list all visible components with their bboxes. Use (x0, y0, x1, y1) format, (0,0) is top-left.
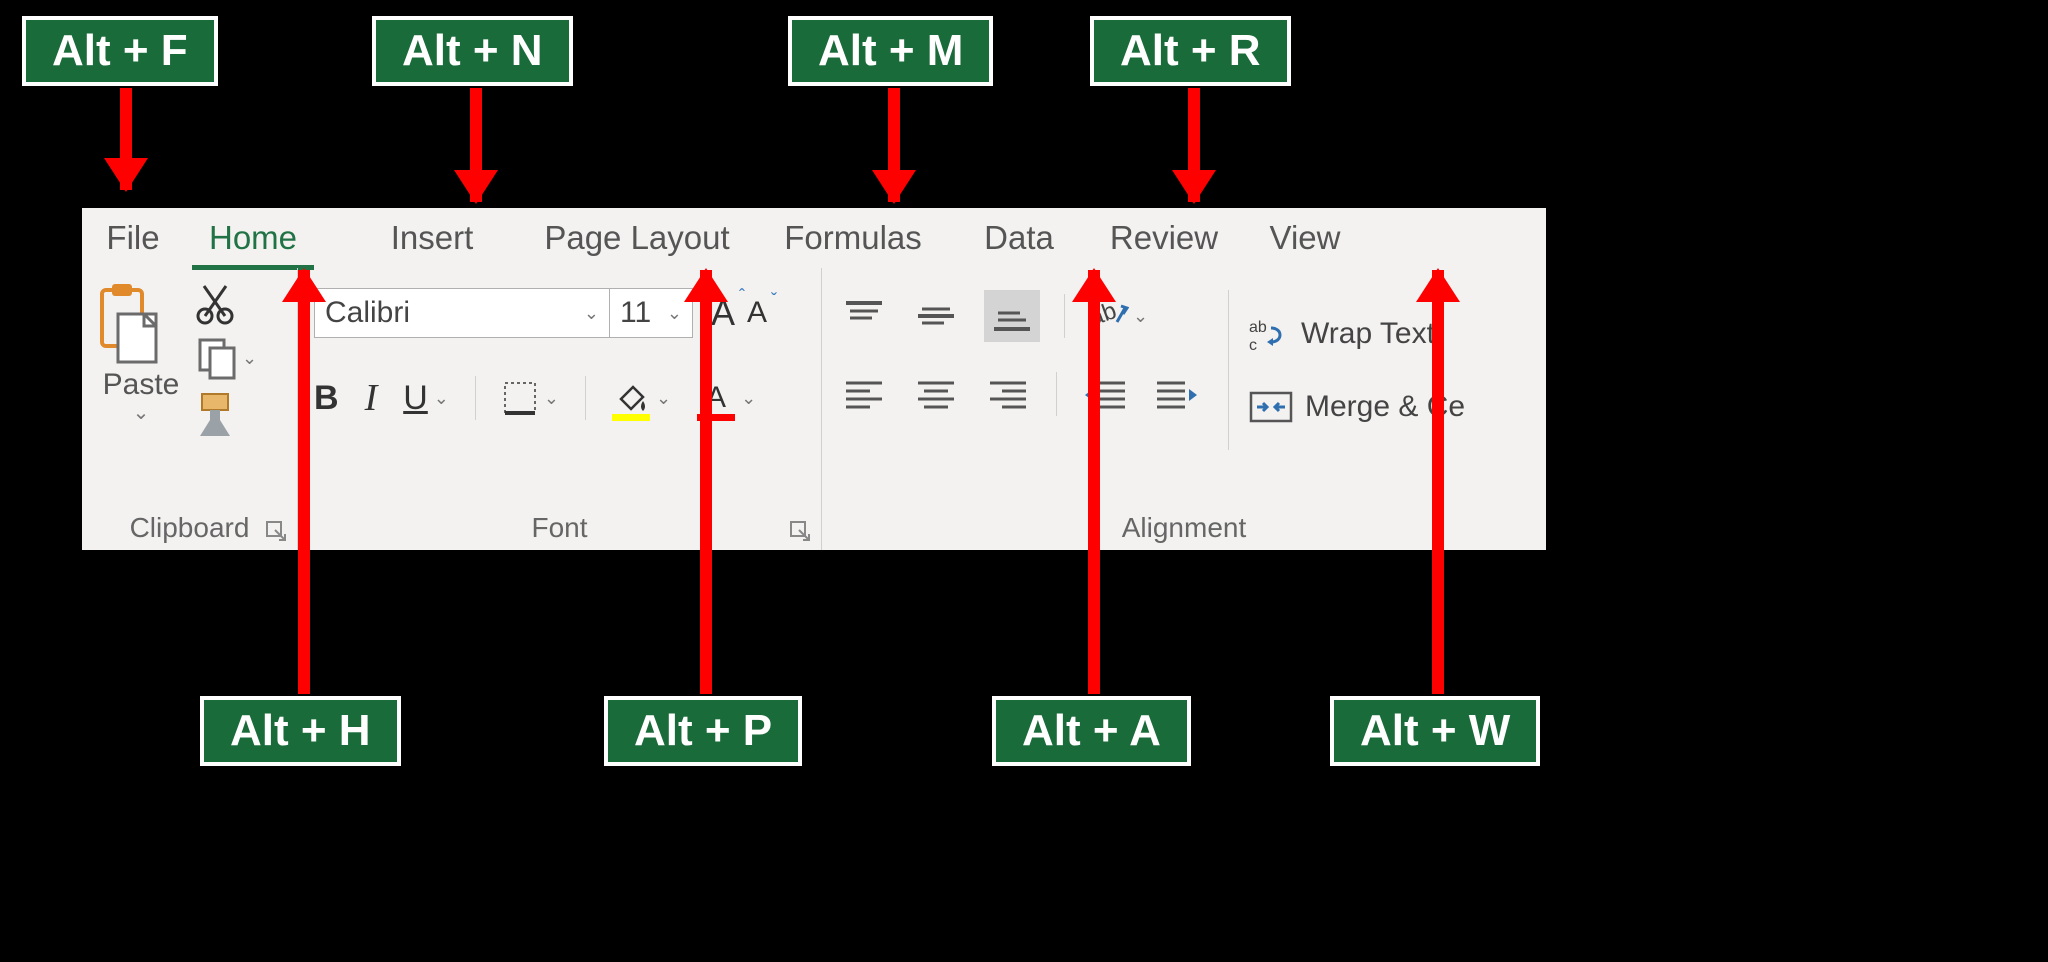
align-right-button[interactable] (984, 374, 1032, 414)
tab-home[interactable]: Home (184, 208, 322, 268)
align-bottom-icon (992, 299, 1032, 333)
font-dialog-launcher[interactable] (789, 520, 811, 542)
format-painter-button[interactable] (196, 390, 257, 440)
arrow-view-up (1432, 270, 1444, 694)
align-center-button[interactable] (912, 374, 960, 414)
fill-color-dropdown-icon[interactable]: ⌄ (656, 388, 671, 409)
borders-button[interactable]: ⌄ (502, 380, 559, 416)
align-bottom-button[interactable] (984, 290, 1040, 342)
wrap-text-label: Wrap Text (1301, 317, 1435, 351)
increase-indent-button[interactable] (1153, 374, 1201, 414)
tab-page-layout[interactable]: Page Layout (532, 208, 742, 268)
arrow-insert-down (470, 88, 482, 202)
font-size-combo[interactable]: 11 ⌄ (609, 288, 693, 338)
ribbon-tabs: File Home Insert Page Layout Formulas Da… (82, 208, 1546, 268)
group-label-font: Font (298, 512, 821, 544)
underline-dropdown-icon[interactable]: ⌄ (434, 388, 449, 409)
fill-color-swatch (612, 414, 650, 421)
font-color-dropdown-icon[interactable]: ⌄ (741, 388, 756, 409)
font-name-dropdown-icon[interactable]: ⌄ (584, 303, 599, 324)
callout-review: Alt + R (1090, 16, 1291, 86)
wrap-text-icon: ab c (1249, 316, 1289, 352)
increase-indent-icon (1155, 379, 1199, 409)
callout-formulas: Alt + M (788, 16, 993, 86)
copy-dropdown-icon[interactable]: ⌄ (242, 348, 257, 369)
align-center-icon (916, 379, 956, 409)
align-right-icon (988, 379, 1028, 409)
underline-button[interactable]: U ⌄ (403, 379, 449, 418)
arrow-home-up (298, 270, 310, 694)
svg-text:ab: ab (1249, 319, 1267, 336)
font-size-dropdown-icon[interactable]: ⌄ (667, 303, 682, 324)
arrow-page-up (700, 270, 712, 694)
copy-button[interactable]: ⌄ (196, 336, 257, 380)
italic-button[interactable]: I (365, 376, 378, 420)
paste-dropdown-icon[interactable]: ⌄ (92, 400, 190, 425)
font-name-combo[interactable]: Calibri ⌄ (314, 288, 610, 338)
bold-button[interactable]: B (314, 379, 339, 418)
paste-icon (92, 282, 164, 366)
arrow-data-up (1088, 270, 1100, 694)
paint-bucket-icon (615, 383, 647, 413)
group-font: Calibri ⌄ 11 ⌄ Aˆ Aˇ B I (298, 268, 822, 550)
arrow-review-down (1188, 88, 1200, 202)
clipboard-tools: ⌄ (196, 282, 257, 440)
borders-dropdown-icon[interactable]: ⌄ (544, 388, 559, 409)
callout-insert: Alt + N (372, 16, 573, 86)
align-top-icon (844, 299, 884, 333)
svg-text:c: c (1249, 337, 1257, 352)
callout-data: Alt + A (992, 696, 1191, 766)
cut-button[interactable] (196, 282, 257, 326)
format-painter-icon (196, 390, 240, 440)
group-clipboard: Paste ⌄ ⌄ (82, 268, 298, 550)
tab-insert[interactable]: Insert (362, 208, 502, 268)
tab-formulas[interactable]: Formulas (768, 208, 938, 268)
arrow-formulas-down (888, 88, 900, 202)
orientation-dropdown-icon[interactable]: ⌄ (1133, 306, 1148, 327)
tab-review[interactable]: Review (1094, 208, 1234, 268)
align-left-icon (844, 379, 884, 409)
paste-label: Paste (92, 368, 190, 402)
merge-center-icon (1249, 391, 1293, 423)
align-left-button[interactable] (840, 374, 888, 414)
callout-home: Alt + H (200, 696, 401, 766)
clipboard-dialog-launcher[interactable] (265, 520, 287, 542)
decrease-font-button[interactable]: Aˇ (747, 296, 767, 330)
caret-up-icon: ˆ (739, 286, 745, 307)
borders-icon (502, 380, 538, 416)
fill-color-button[interactable]: ⌄ (612, 379, 671, 417)
align-top-button[interactable] (840, 296, 888, 336)
copy-icon (196, 336, 238, 380)
paste-button[interactable]: Paste ⌄ (92, 282, 190, 425)
callout-view: Alt + W (1330, 696, 1540, 766)
align-middle-button[interactable] (912, 296, 960, 336)
tab-data[interactable]: Data (964, 208, 1074, 268)
align-middle-icon (916, 299, 956, 333)
font-name-value: Calibri (325, 296, 410, 330)
tab-file[interactable]: File (82, 208, 184, 268)
font-size-value: 11 (620, 296, 651, 330)
caret-down-icon: ˇ (771, 290, 777, 311)
scissors-icon (196, 282, 234, 326)
tab-view[interactable]: View (1250, 208, 1360, 268)
callout-page: Alt + P (604, 696, 802, 766)
arrow-file-down (120, 88, 132, 190)
callout-file: Alt + F (22, 16, 218, 86)
